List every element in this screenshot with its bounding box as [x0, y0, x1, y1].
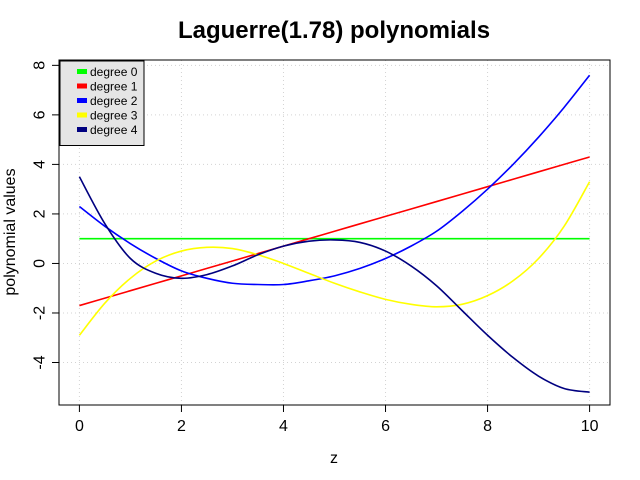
legend-swatch	[77, 98, 87, 103]
legend-label: degree 3	[90, 109, 138, 123]
y-tick-label: 8	[32, 61, 49, 70]
legend-label: degree 4	[90, 123, 138, 137]
series-layer	[78, 74, 591, 394]
legend-swatch	[77, 112, 87, 118]
series-line-degree-2	[78, 74, 591, 286]
series-line-degree-4	[78, 176, 590, 394]
grid-lines	[59, 60, 610, 405]
legend-box	[59, 60, 145, 146]
x-tick-label: 2	[177, 418, 186, 435]
x-tick-label: 10	[581, 418, 599, 435]
legend-label: degree 0	[90, 65, 138, 79]
x-axis: 0 2 4 6 8 10	[75, 404, 599, 435]
x-tick-label: 6	[381, 418, 390, 435]
chart-title: Laguerre(1.78) polynomials	[178, 17, 490, 44]
y-tick-label: 2	[32, 209, 49, 218]
x-tick-label: 0	[75, 418, 84, 435]
legend-label: degree 2	[90, 94, 138, 108]
x-tick-label: 4	[279, 418, 288, 435]
series-line-degree-3	[78, 181, 591, 336]
y-axis: -4 -2 0 2 4 6 8	[32, 61, 60, 370]
y-tick-label: -4	[32, 355, 49, 369]
x-axis-label: z	[330, 450, 338, 467]
y-tick-label: 6	[32, 110, 49, 119]
legend-swatch	[77, 83, 87, 89]
y-tick-label: 4	[32, 160, 49, 169]
legend-label: degree 1	[90, 80, 138, 94]
legend-swatch	[77, 127, 87, 132]
y-tick-label: -2	[32, 306, 49, 320]
series-line-degree-1	[79, 156, 590, 307]
x-tick-label: 8	[483, 418, 492, 435]
legend-swatch	[77, 69, 87, 74]
y-axis-label: polynomial values	[2, 168, 19, 295]
y-tick-label: 0	[32, 259, 49, 268]
